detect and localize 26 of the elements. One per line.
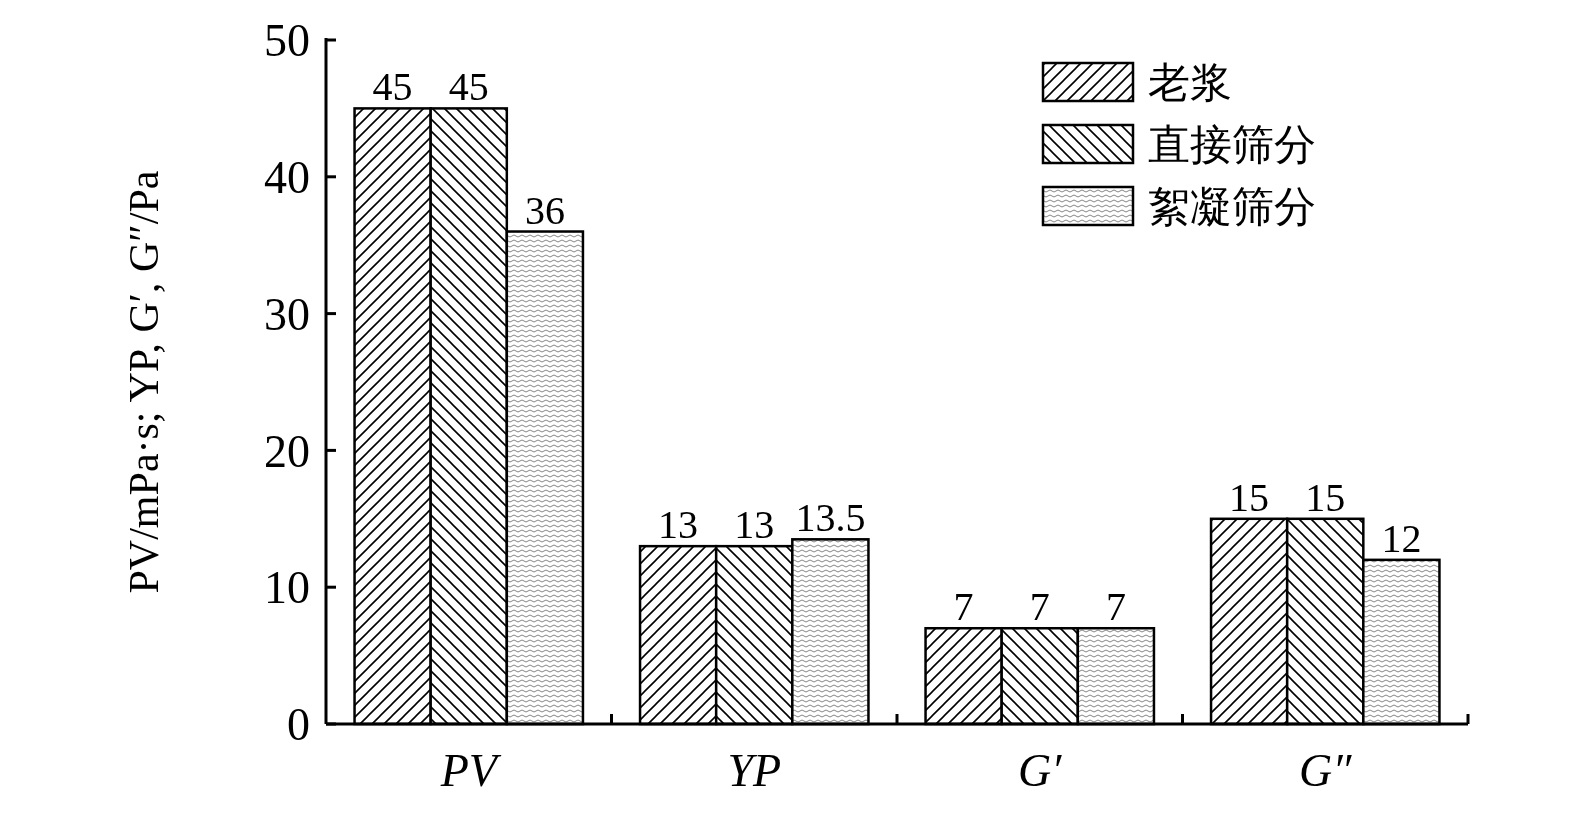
x-tick-label: G′ [1018, 745, 1063, 796]
data-label: 13.5 [795, 495, 866, 541]
data-label: 36 [524, 187, 565, 233]
data-label: 13 [734, 502, 775, 548]
y-tick-label: 50 [264, 15, 310, 67]
data-label: 15 [1305, 474, 1346, 520]
y-tick-label: 30 [264, 288, 310, 340]
data-label: 45 [448, 64, 489, 110]
data-label: 7 [1029, 584, 1050, 630]
legend-label: 老浆 [1148, 59, 1232, 106]
legend-label: 絮凝筛分 [1148, 183, 1316, 230]
y-tick-label: 40 [264, 151, 310, 203]
legend-label: 直接筛分 [1148, 121, 1316, 168]
data-label: 15 [1229, 474, 1270, 520]
y-tick-label: 20 [264, 425, 310, 477]
x-tick-label: PV [439, 745, 502, 796]
data-label: 12 [1381, 515, 1422, 561]
y-tick-label: 0 [287, 699, 310, 751]
data-label: 45 [372, 64, 413, 110]
y-axis-title: PV/mPa·s; YP, G′, G″/Pa [121, 170, 167, 594]
data-label: 7 [1105, 584, 1126, 630]
y-tick-label: 10 [264, 562, 310, 614]
data-label: 13 [658, 502, 699, 548]
x-tick-label: YP [727, 745, 782, 796]
x-tick-label: G″ [1299, 745, 1353, 796]
data-label: 7 [953, 584, 974, 630]
